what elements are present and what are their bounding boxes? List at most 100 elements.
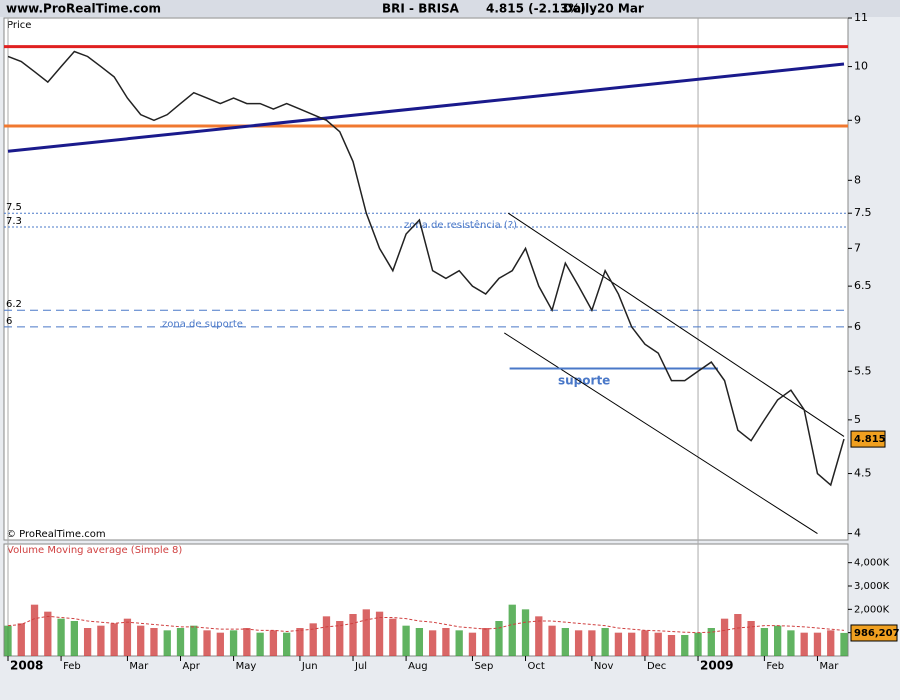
volume-bar: [774, 625, 782, 656]
volume-bar: [468, 632, 477, 656]
volume-bar: [336, 621, 344, 656]
volume-bar: [296, 628, 304, 656]
volume-bar: [667, 635, 676, 656]
volume-bar: [349, 614, 357, 656]
trendline: [504, 332, 818, 535]
volume-bar: [827, 630, 835, 656]
y-tick-label: 4.5: [854, 467, 872, 480]
volume-bar: [57, 618, 65, 656]
volume-bar: [641, 630, 649, 656]
annotation: zona de suporte: [162, 319, 243, 330]
volume-bar: [442, 628, 450, 656]
date: 20 Mar: [597, 2, 644, 16]
volume-bar: [322, 616, 331, 656]
y-axis-title: Price: [7, 20, 31, 31]
volume-bar: [402, 625, 410, 656]
copyright: © ProRealTime.com: [6, 529, 106, 540]
volume-bar: [176, 628, 185, 656]
last-price-label: 4.815: [854, 434, 886, 445]
y-tick-label: 4: [854, 527, 861, 540]
quote: 4.815 (-2.13%): [486, 2, 586, 16]
x-tick-label: Jun: [301, 661, 318, 672]
y-tick-label: 9: [854, 113, 861, 126]
y-tick-label: 6.5: [854, 279, 872, 292]
volume-bar: [681, 635, 689, 656]
x-tick-label: Jul: [354, 661, 367, 672]
site: www.ProRealTime.com: [6, 2, 161, 16]
volume-bar: [110, 623, 118, 656]
period: Daily: [563, 2, 597, 16]
x-tick-label: 2008: [10, 659, 43, 673]
y-tick-label: 2,000K: [854, 604, 890, 615]
volume-bar: [455, 630, 463, 656]
y-tick-label: 6: [854, 320, 861, 333]
volume-bar: [362, 609, 370, 656]
volume-box: [850, 624, 898, 642]
x-tick-label: 2009: [700, 659, 733, 673]
trendline: [7, 62, 845, 153]
y-tick-label: 7: [854, 241, 861, 254]
header-bar: [0, 0, 900, 17]
y-tick-label: 11: [854, 11, 868, 24]
volume-bar: [83, 628, 92, 656]
volume-bar: [787, 630, 795, 656]
price-line: [7, 50, 845, 487]
volume-bar: [243, 628, 251, 656]
x-tick-label: May: [236, 661, 257, 672]
price-panel: [3, 17, 849, 541]
volume-bar: [747, 621, 755, 656]
x-tick-label: Oct: [528, 661, 545, 672]
volume-bar: [574, 630, 583, 656]
annotation: suporte: [558, 374, 610, 388]
y-tick-label: 5: [854, 413, 861, 426]
volume-bar: [309, 623, 317, 656]
volume-bar: [508, 604, 516, 656]
volume-bar: [375, 611, 384, 656]
volume-bar: [495, 621, 503, 656]
volume-bar: [800, 632, 808, 656]
x-tick-label: Apr: [183, 661, 201, 672]
volume-bar: [734, 614, 742, 656]
volume-bar: [163, 630, 171, 656]
volume-bar: [720, 618, 729, 656]
y-tick-label: 3,000K: [854, 581, 890, 592]
volume-bar: [137, 625, 145, 656]
volume-bar: [588, 630, 596, 656]
x-tick-label: Nov: [594, 661, 614, 672]
volume-bar: [283, 632, 291, 656]
volume-bar: [840, 632, 848, 656]
x-tick-label: Mar: [129, 661, 149, 672]
volume-bar: [813, 632, 822, 656]
last-price-box: [850, 430, 886, 448]
volume-bar: [44, 611, 52, 656]
volume-bar: [17, 623, 25, 656]
x-tick-label: Feb: [63, 661, 81, 672]
y-tick-label: 7.5: [854, 206, 872, 219]
volume-bar: [229, 630, 238, 656]
volume-bar: [561, 628, 569, 656]
volume-bar: [415, 628, 424, 656]
volume-bar: [389, 618, 397, 656]
volume-bar: [97, 625, 105, 656]
volume-bar: [123, 618, 132, 656]
y-tick-label: 5.5: [854, 364, 872, 377]
volume-bar: [269, 630, 278, 656]
level-label: 6: [6, 316, 12, 327]
symbol: BRI - BRISA: [382, 2, 460, 16]
volume-bar: [707, 628, 715, 656]
volume-label: 986,207: [854, 628, 900, 639]
volume-bar: [256, 632, 264, 656]
trendline: [507, 212, 845, 437]
volume-bar: [548, 625, 556, 656]
volume-bar: [628, 632, 636, 656]
volume-title: Volume Moving average (Simple 8): [7, 545, 182, 556]
annotation: zona de resistência (?): [404, 219, 517, 231]
y-tick-label: 4,000K: [854, 558, 890, 569]
volume-bar: [428, 630, 437, 656]
volume-bar: [601, 628, 609, 656]
volume-ma: [7, 615, 845, 634]
volume-bar: [760, 628, 769, 656]
x-tick-label: Dec: [647, 661, 666, 672]
x-tick-label: Feb: [766, 661, 784, 672]
